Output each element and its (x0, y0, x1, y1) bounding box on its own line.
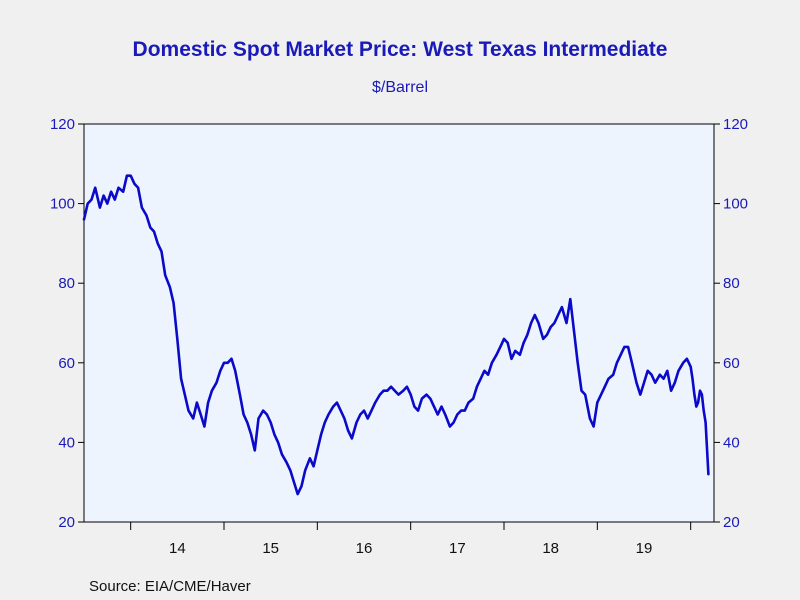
series-line-0 (82, 174, 710, 496)
axes-group: 20 20 40 40 60 60 80 80 100 100 120 120 14 15 16 17 18 19 (50, 116, 748, 557)
y-tick-label-left: 120 (50, 116, 75, 133)
y-tick-label-right: 120 (723, 116, 748, 133)
x-tick-label: 18 (542, 540, 559, 557)
chart-title: Domestic Spot Market Price: West Texas I… (132, 38, 668, 61)
y-tick-label-right: 40 (723, 434, 740, 451)
x-tick-label: 16 (356, 540, 373, 557)
y-tick-label-left: 100 (50, 196, 75, 213)
y-tick-label-right: 60 (723, 355, 740, 372)
y-tick-label-left: 60 (58, 355, 75, 372)
x-tick-label: 19 (636, 540, 653, 557)
y-tick-label-left: 80 (58, 275, 75, 292)
chart-subtitle: $/Barrel (371, 79, 429, 96)
series-group (82, 174, 710, 496)
plot-area (83, 123, 715, 523)
source-note: Source: EIA/CME/Haver (89, 578, 251, 595)
x-tick-label: 15 (262, 540, 279, 557)
y-tick-label-right: 20 (723, 514, 740, 531)
y-tick-label-right: 80 (723, 275, 740, 292)
y-tick-label-right: 100 (723, 196, 748, 213)
y-tick-label-left: 20 (58, 514, 75, 531)
x-tick-label: 17 (449, 540, 466, 557)
y-tick-label-left: 40 (58, 434, 75, 451)
x-tick-label: 14 (169, 540, 186, 557)
